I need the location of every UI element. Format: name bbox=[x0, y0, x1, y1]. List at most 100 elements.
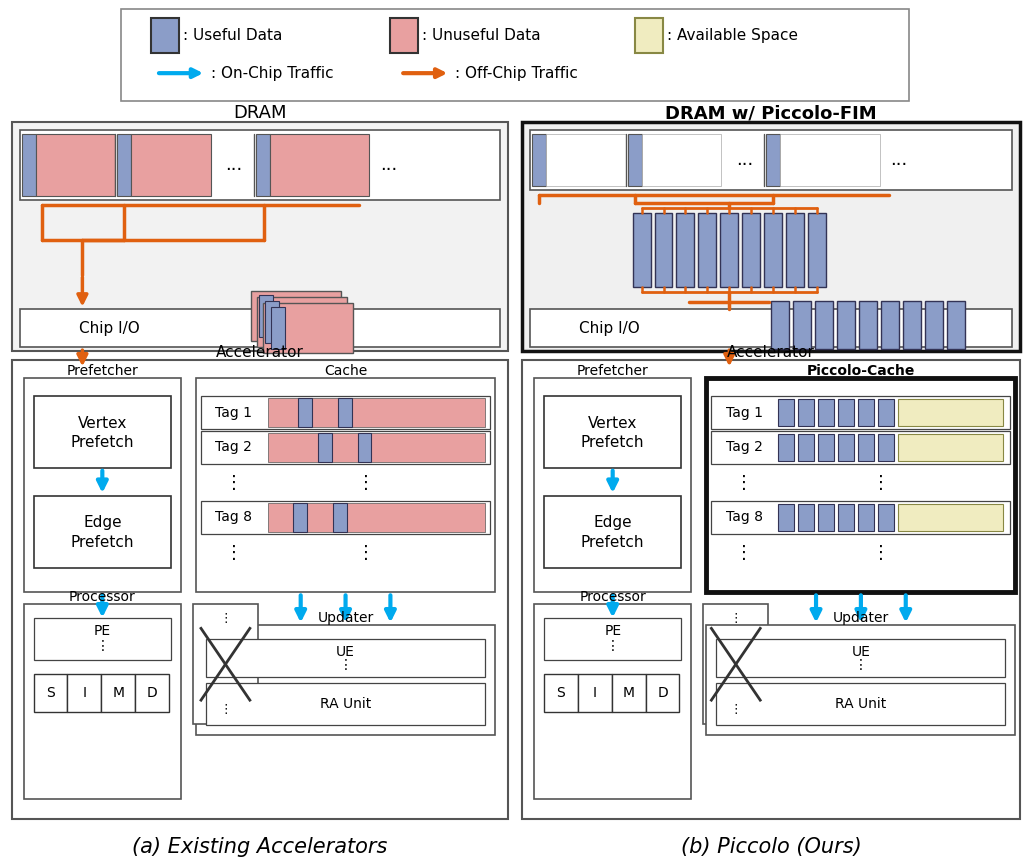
Bar bbox=[390, 18, 418, 53]
Bar bbox=[544, 496, 682, 568]
Bar bbox=[712, 396, 1010, 429]
Bar bbox=[815, 302, 833, 349]
Bar bbox=[898, 434, 1003, 461]
Text: Updater: Updater bbox=[833, 611, 889, 625]
Text: Prefetch: Prefetch bbox=[581, 435, 645, 451]
Bar bbox=[786, 212, 804, 288]
Text: D: D bbox=[657, 686, 668, 701]
Bar bbox=[641, 134, 721, 186]
Bar bbox=[262, 303, 352, 353]
Bar bbox=[838, 399, 854, 426]
Text: ⋮: ⋮ bbox=[729, 612, 742, 625]
Text: RA Unit: RA Unit bbox=[320, 697, 371, 711]
Bar bbox=[858, 302, 877, 349]
Bar bbox=[712, 501, 1010, 534]
Text: Tag 8: Tag 8 bbox=[726, 511, 762, 525]
Text: ⋮: ⋮ bbox=[225, 474, 243, 492]
Bar bbox=[22, 134, 35, 196]
Bar bbox=[118, 134, 131, 196]
Bar bbox=[707, 625, 1015, 735]
Bar bbox=[878, 434, 894, 461]
Bar bbox=[766, 134, 780, 186]
Text: Tag 8: Tag 8 bbox=[216, 511, 252, 525]
Bar bbox=[251, 291, 341, 342]
Text: D: D bbox=[147, 686, 158, 701]
Text: Cache: Cache bbox=[324, 364, 367, 378]
Bar bbox=[544, 675, 577, 712]
Bar bbox=[35, 134, 116, 196]
Bar bbox=[196, 378, 495, 592]
Bar bbox=[121, 10, 909, 101]
Bar bbox=[857, 399, 874, 426]
Text: (a) Existing Accelerators: (a) Existing Accelerators bbox=[132, 837, 387, 857]
Bar bbox=[206, 683, 486, 725]
Bar bbox=[764, 212, 782, 288]
Bar bbox=[131, 134, 211, 196]
Text: : On-Chip Traffic: : On-Chip Traffic bbox=[211, 66, 334, 81]
Text: : Useful Data: : Useful Data bbox=[183, 29, 282, 43]
Bar bbox=[634, 18, 662, 53]
Text: ⋮: ⋮ bbox=[735, 474, 753, 492]
Bar bbox=[268, 398, 486, 427]
Bar bbox=[201, 501, 490, 534]
Bar bbox=[257, 297, 346, 348]
Bar bbox=[544, 396, 682, 468]
Text: M: M bbox=[623, 686, 634, 701]
Bar bbox=[268, 503, 486, 531]
Text: RA Unit: RA Unit bbox=[836, 697, 886, 711]
Bar bbox=[268, 433, 486, 462]
Text: : Off-Chip Traffic: : Off-Chip Traffic bbox=[456, 66, 578, 81]
Bar bbox=[357, 433, 372, 462]
Bar bbox=[898, 504, 1003, 531]
Bar bbox=[799, 399, 814, 426]
Text: Edge: Edge bbox=[83, 515, 122, 531]
Bar bbox=[67, 675, 101, 712]
Bar bbox=[703, 604, 769, 724]
Text: S: S bbox=[46, 686, 55, 701]
Bar bbox=[33, 396, 171, 468]
Bar bbox=[716, 683, 1005, 725]
Text: ⋮: ⋮ bbox=[729, 703, 742, 716]
Bar bbox=[20, 310, 500, 348]
Bar bbox=[522, 122, 1021, 351]
Bar bbox=[33, 675, 67, 712]
Text: Tag 1: Tag 1 bbox=[726, 406, 762, 420]
Bar bbox=[857, 434, 874, 461]
Bar bbox=[24, 378, 181, 592]
Bar bbox=[612, 675, 646, 712]
Bar bbox=[259, 296, 273, 337]
Bar bbox=[20, 130, 500, 199]
Text: ⋮: ⋮ bbox=[872, 474, 889, 492]
Bar bbox=[878, 399, 894, 426]
Bar bbox=[532, 134, 545, 186]
Bar bbox=[256, 134, 270, 196]
Text: S: S bbox=[557, 686, 565, 701]
Text: Processor: Processor bbox=[580, 590, 646, 604]
Text: Tag 1: Tag 1 bbox=[216, 406, 252, 420]
Text: DRAM: DRAM bbox=[233, 104, 286, 122]
Bar bbox=[628, 134, 641, 186]
Text: Prefetch: Prefetch bbox=[581, 535, 645, 551]
Bar bbox=[778, 399, 794, 426]
Text: PE: PE bbox=[604, 624, 621, 638]
Bar bbox=[881, 302, 899, 349]
Text: I: I bbox=[593, 686, 597, 701]
Bar bbox=[655, 212, 672, 288]
Bar bbox=[946, 302, 965, 349]
Bar bbox=[577, 675, 612, 712]
Text: Prefetcher: Prefetcher bbox=[66, 364, 138, 378]
Text: M: M bbox=[113, 686, 124, 701]
Bar bbox=[903, 302, 920, 349]
Bar bbox=[33, 618, 171, 661]
Bar bbox=[298, 398, 312, 427]
Text: Chip I/O: Chip I/O bbox=[79, 321, 139, 336]
Bar bbox=[878, 504, 894, 531]
Text: Vertex: Vertex bbox=[77, 415, 127, 431]
Bar bbox=[544, 618, 682, 661]
Bar bbox=[716, 639, 1005, 677]
Bar bbox=[201, 396, 490, 429]
Text: : Unuseful Data: : Unuseful Data bbox=[422, 29, 541, 43]
Bar bbox=[317, 433, 332, 462]
Bar bbox=[818, 434, 834, 461]
Text: Tag 2: Tag 2 bbox=[726, 440, 762, 454]
